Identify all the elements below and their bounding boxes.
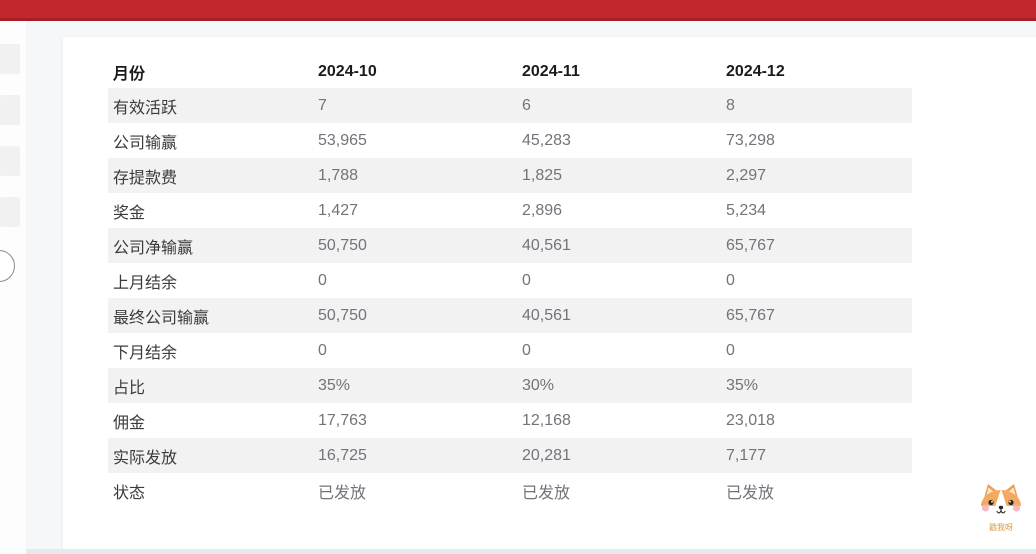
table-row: 上月结余 0 0 0 [108,263,912,298]
row-value: 8 [721,88,912,123]
table-row: 实际发放 16,725 20,281 7,177 [108,438,912,473]
row-label: 奖金 [113,204,146,222]
table-row: 最终公司输赢 50,750 40,561 65,767 [108,298,912,333]
table-row: 状态 已发放 已发放 已发放 [108,473,912,508]
row-value: 1,427 [318,201,359,219]
row-value: 1,825 [517,158,721,193]
row-value: 53,965 [318,131,367,149]
row-value: 12,168 [522,411,571,429]
row-value: 40,561 [517,228,721,263]
shiba-mascot-icon [981,484,1021,522]
sidebar-menu-item[interactable] [0,146,20,176]
row-value: 65,767 [721,228,912,263]
row-value: 已发放 [318,484,367,502]
row-value: 已发放 [726,484,775,502]
row-label: 存提款费 [108,158,313,193]
row-value: 30% [517,368,721,403]
row-value: 23,018 [726,411,775,429]
row-value: 0 [522,341,531,359]
sidebar [0,21,26,554]
monthly-commission-table: 月份 2024-10 2024-11 2024-12 有效活跃 7 6 8 公司输赢 53,96… [108,58,912,508]
table-column-header: 月份 [113,66,146,83]
row-label: 佣金 [113,414,146,432]
row-value: 2,297 [721,158,912,193]
table-row: 奖金 1,427 2,896 5,234 [108,193,912,228]
row-value: 40,561 [517,298,721,333]
table-row: 公司输赢 53,965 45,283 73,298 [108,123,912,158]
row-label: 公司输赢 [113,134,178,152]
row-label: 占比 [108,368,313,403]
row-value: 7,177 [721,438,912,473]
sidebar-menu-item[interactable] [0,197,20,227]
sidebar-menu-item[interactable] [0,44,20,74]
table-header-row: 月份 2024-10 2024-11 2024-12 [108,58,912,88]
row-value: 50,750 [313,298,517,333]
row-value: 已发放 [522,484,571,502]
row-value: 20,281 [517,438,721,473]
row-label: 状态 [113,484,146,502]
row-value: 73,298 [726,131,775,149]
mascot-widget[interactable]: 戳我呀 [974,483,1028,535]
row-value: 35% [313,368,517,403]
row-value: 0 [318,341,327,359]
row-value: 1,788 [313,158,517,193]
table-row: 公司净输赢 50,750 40,561 65,767 [108,228,912,263]
table-column-header: 2024-12 [726,63,785,80]
top-navbar [0,0,1036,21]
row-value: 17,763 [318,411,367,429]
table-row: 占比 35% 30% 35% [108,368,912,403]
row-label: 公司净输赢 [108,228,313,263]
sidebar-toggle-button[interactable] [0,250,15,282]
row-value: 7 [313,88,517,123]
row-value: 35% [721,368,912,403]
table-row: 有效活跃 7 6 8 [108,88,912,123]
row-value: 0 [726,271,735,289]
row-label: 有效活跃 [108,88,313,123]
table-row: 下月结余 0 0 0 [108,333,912,368]
table-column-header: 2024-10 [318,63,377,80]
row-value: 0 [726,341,735,359]
sidebar-menu-item[interactable] [0,95,20,125]
row-value: 65,767 [721,298,912,333]
row-value: 0 [522,271,531,289]
table-column-header: 2024-11 [522,63,580,80]
commission-report-card: 月份 2024-10 2024-11 2024-12 有效活跃 7 6 8 公司输赢 53,96… [63,37,1036,549]
row-label: 下月结余 [113,344,178,362]
mascot-caption: 戳我呀 [989,523,1013,532]
row-value: 6 [517,88,721,123]
row-value: 5,234 [726,201,767,219]
row-label: 最终公司输赢 [108,298,313,333]
row-value: 16,725 [313,438,517,473]
row-label: 上月结余 [113,274,178,292]
row-value: 0 [318,271,327,289]
row-value: 45,283 [522,131,571,149]
row-value: 50,750 [313,228,517,263]
row-label: 实际发放 [108,438,313,473]
table-row: 存提款费 1,788 1,825 2,297 [108,158,912,193]
window-bottom-edge [26,549,1036,554]
table-row: 佣金 17,763 12,168 23,018 [108,403,912,438]
row-value: 2,896 [522,201,563,219]
